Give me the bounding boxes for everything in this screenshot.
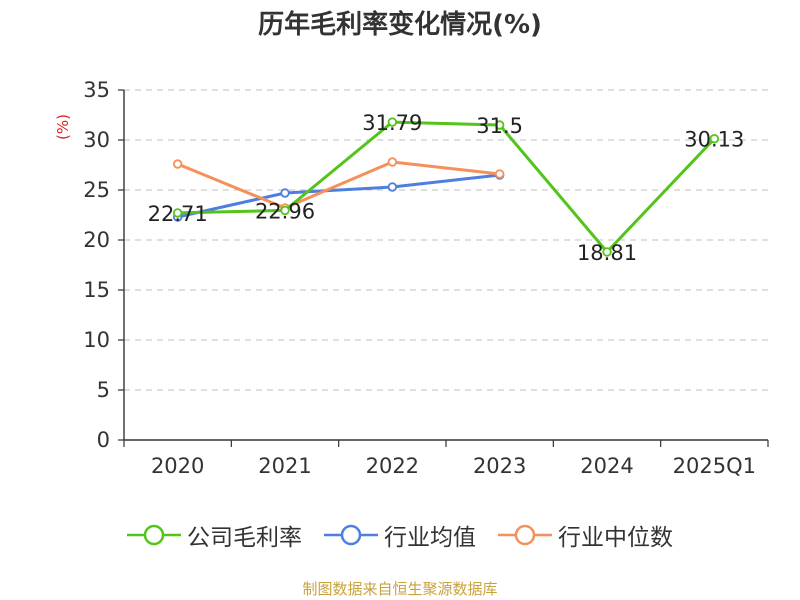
data-point bbox=[172, 208, 183, 218]
series-line bbox=[177, 173, 500, 219]
data-point bbox=[172, 159, 183, 169]
data-point bbox=[387, 182, 398, 192]
legend-item-industry-median[interactable]: 行业中位数 bbox=[498, 518, 673, 552]
chart-title: 历年毛利率变化情况(%) bbox=[258, 10, 542, 40]
x-tick-label: 2023 bbox=[473, 454, 526, 478]
y-tick-label: 35 bbox=[83, 78, 110, 102]
data-point bbox=[494, 169, 505, 179]
y-axis-label: (%) bbox=[54, 114, 72, 140]
data-point bbox=[387, 117, 398, 127]
x-tick-label: 2024 bbox=[580, 454, 633, 478]
y-tick-label: 25 bbox=[83, 178, 110, 202]
y-tick-label: 15 bbox=[83, 278, 110, 302]
y-tick-label: 10 bbox=[83, 328, 110, 352]
x-tick-label: 2020 bbox=[151, 454, 204, 478]
data-label: 22.96 bbox=[255, 199, 315, 223]
legend-line-marker-icon bbox=[127, 524, 181, 546]
gridlines bbox=[124, 89, 768, 391]
y-tick-label: 20 bbox=[83, 228, 110, 252]
y-tick-label: 0 bbox=[97, 428, 110, 452]
legend-label: 行业中位数 bbox=[558, 525, 673, 551]
source-note: 制图数据来自恒生聚源数据库 bbox=[302, 580, 498, 598]
legend-label: 公司毛利率 bbox=[187, 525, 302, 551]
legend-line-marker-icon bbox=[324, 524, 378, 546]
legend-line-marker-icon bbox=[498, 524, 552, 546]
data-point bbox=[387, 157, 398, 167]
y-tick-label: 5 bbox=[97, 378, 110, 402]
data-label: 18.81 bbox=[577, 241, 637, 265]
legend: 公司毛利率 行业均值 行业中位数 bbox=[0, 518, 800, 552]
data-label: 31.79 bbox=[362, 111, 422, 135]
x-tick-label: 2021 bbox=[258, 454, 311, 478]
data-point bbox=[709, 133, 720, 144]
legend-item-company-margin[interactable]: 公司毛利率 bbox=[127, 518, 302, 552]
series-lines bbox=[172, 117, 720, 257]
x-tick-label: 2022 bbox=[366, 454, 419, 478]
y-tick-label: 30 bbox=[83, 128, 110, 152]
axes: 0 5 10 15 20 25 30 35 2020 2021 2022 2023 2024 2025Q1 bbox=[83, 78, 769, 478]
data-labels: 22.71 22.96 31.79 31.5 18.81 30.13 bbox=[148, 111, 745, 265]
data-label: 30.13 bbox=[684, 128, 744, 152]
data-point bbox=[602, 247, 612, 257]
data-point bbox=[280, 205, 290, 216]
legend-item-industry-mean[interactable]: 行业均值 bbox=[324, 518, 476, 552]
data-point bbox=[494, 120, 505, 130]
series-line bbox=[177, 160, 500, 210]
data-point bbox=[280, 188, 290, 198]
data-label: 31.5 bbox=[476, 114, 523, 138]
legend-label: 行业均值 bbox=[384, 525, 476, 551]
data-label: 22.71 bbox=[148, 202, 208, 226]
series-line bbox=[177, 120, 716, 254]
x-tick-label: 2025Q1 bbox=[673, 454, 756, 478]
